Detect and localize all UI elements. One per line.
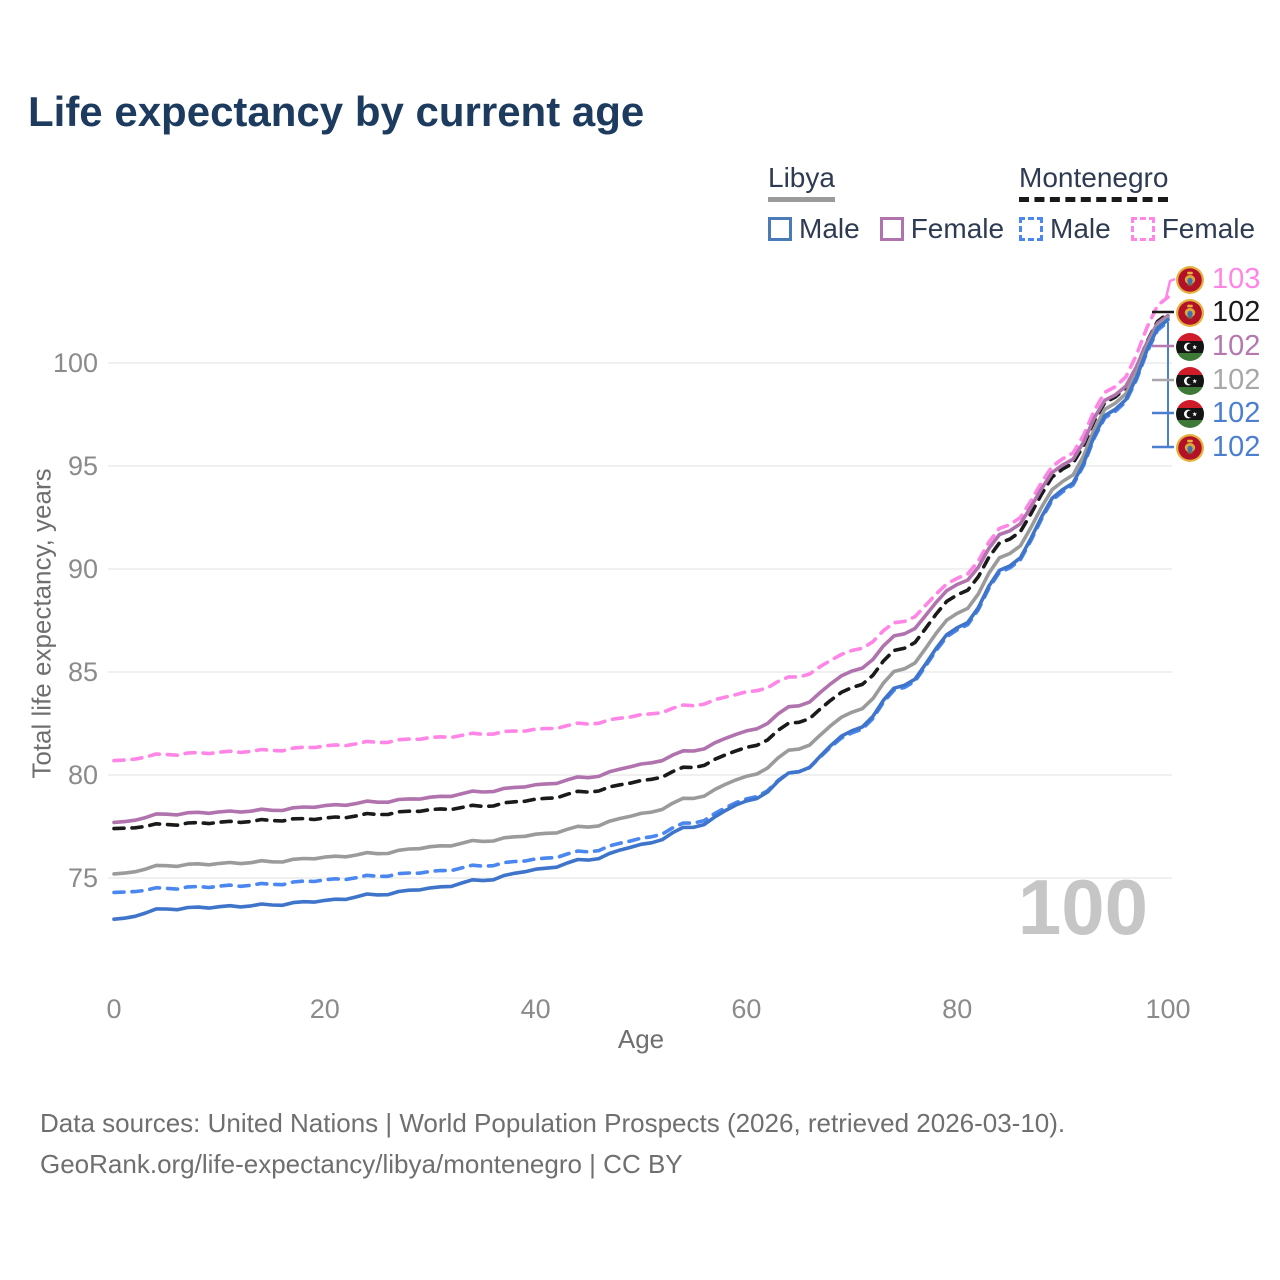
montenegro-flag-icon: [1176, 298, 1204, 327]
montenegro-female-swatch-icon: [1130, 217, 1155, 241]
y-tick-75: 75: [68, 863, 98, 893]
leader-montenegro-female: [1164, 277, 1176, 299]
end-value: 102: [1212, 364, 1261, 396]
legend-group-libya: Libya Male Female: [768, 162, 1024, 245]
age-watermark: 100: [1017, 863, 1148, 951]
legend-item-montenegro-female[interactable]: Female: [1130, 213, 1256, 245]
montenegro-flag-icon: [1176, 433, 1204, 462]
x-tick-20: 20: [310, 994, 340, 1024]
y-axis-title: Total life expectancy, years: [26, 468, 57, 779]
end-label-row-libya-4: 102: [1176, 399, 1260, 428]
end-label-row-libya-3: 102: [1176, 366, 1260, 395]
legend-item-libya-male[interactable]: Male: [768, 213, 860, 245]
libya-flag-icon: [1176, 332, 1204, 361]
end-value: 102: [1212, 296, 1261, 328]
libya-female-swatch-icon: [879, 217, 904, 241]
libya-flag-icon: [1176, 366, 1204, 395]
legend-item-label: Female: [1161, 213, 1256, 244]
end-value: 103: [1212, 263, 1261, 295]
legend-item-libya-female[interactable]: Female: [879, 213, 1005, 245]
y-tick-95: 95: [68, 451, 98, 481]
end-label-row-montenegro-5: 102: [1176, 433, 1260, 462]
series-libya-female: [112, 313, 1170, 825]
y-tick-90: 90: [68, 554, 98, 584]
x-tick-0: 0: [106, 994, 121, 1024]
end-value: 102: [1212, 397, 1261, 429]
legend-group-montenegro: Montenegro Male Female: [1019, 162, 1275, 245]
legend-header-montenegro: Montenegro: [1019, 162, 1169, 202]
legend-item-label: Female: [910, 213, 1005, 244]
y-tick-80: 80: [68, 760, 98, 790]
footer-attribution: GeoRank.org/life-expectancy/libya/monten…: [40, 1149, 683, 1179]
montenegro-male-swatch-icon: [1019, 217, 1043, 241]
series-libya: [112, 315, 1170, 876]
x-tick-40: 40: [521, 994, 551, 1024]
legend-item-montenegro-male[interactable]: Male: [1019, 213, 1111, 245]
legend-row-libya: Male Female: [768, 213, 1024, 245]
end-label-row-montenegro-0: 103: [1176, 265, 1260, 294]
x-tick-80: 80: [942, 994, 972, 1024]
end-label-row-libya-2: 102: [1176, 332, 1260, 361]
end-label-row-montenegro-1: 102: [1176, 298, 1260, 327]
series-montenegro-male: [112, 320, 1170, 895]
legend-header-libya: Libya: [768, 162, 835, 202]
end-value: 102: [1212, 431, 1261, 463]
legend-item-label: Male: [799, 213, 860, 244]
x-axis-title: Age: [617, 1024, 665, 1054]
y-tick-100: 100: [53, 348, 98, 378]
series-montenegro: [112, 311, 1170, 831]
end-value: 102: [1212, 330, 1261, 362]
legend-item-label: Male: [1050, 213, 1111, 244]
libya-flag-icon: [1176, 399, 1204, 428]
series-libya-male: [112, 317, 1170, 921]
y-tick-85: 85: [68, 657, 98, 687]
legend-row-montenegro: Male Female: [1019, 213, 1275, 245]
footer-sources: Data sources: United Nations | World Pop…: [40, 1108, 1066, 1138]
series-montenegro-female: [112, 295, 1170, 763]
x-tick-100: 100: [1145, 994, 1190, 1024]
x-tick-60: 60: [731, 994, 761, 1024]
montenegro-flag-icon: [1176, 265, 1204, 294]
libya-male-swatch-icon: [768, 217, 792, 241]
page-title: Life expectancy by current age: [28, 88, 645, 135]
